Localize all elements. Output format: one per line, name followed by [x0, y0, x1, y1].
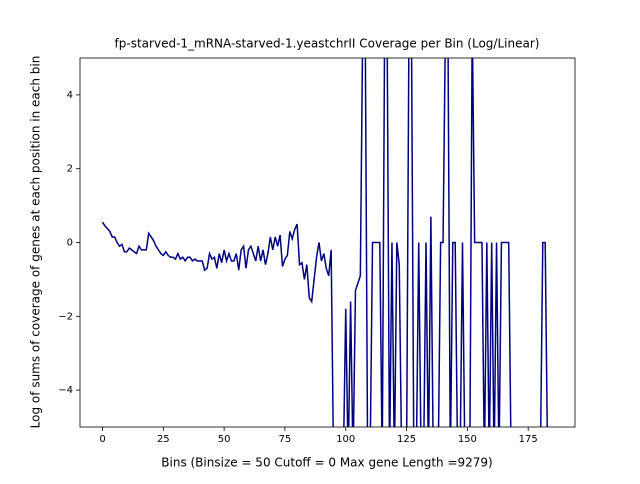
- y-tick-label: 2: [67, 164, 73, 175]
- y-tick-label: −2: [58, 311, 73, 322]
- y-tick-label: −4: [58, 385, 73, 396]
- plot-frame: [79, 57, 576, 428]
- x-tick-label: 0: [99, 434, 105, 445]
- y-tick-label: 0: [67, 238, 73, 249]
- x-tick-label: 25: [157, 434, 170, 445]
- y-tick-label: 4: [67, 90, 73, 101]
- x-tick-label: 75: [279, 434, 292, 445]
- data-line: [101, 58, 548, 427]
- x-tick-label: 50: [218, 434, 231, 445]
- x-tick-label: 175: [519, 434, 538, 445]
- chart-title: fp-starved-1_mRNA-starved-1.yeastchrII C…: [115, 37, 540, 51]
- x-tick-label: 100: [336, 434, 355, 445]
- x-tick-label: 150: [458, 434, 477, 445]
- x-tick-label: 125: [397, 434, 416, 445]
- x-axis-label: Bins (Binsize = 50 Cutoff = 0 Max gene L…: [161, 456, 492, 470]
- y-axis-label: Log of sums of coverage of genes at each…: [29, 56, 43, 429]
